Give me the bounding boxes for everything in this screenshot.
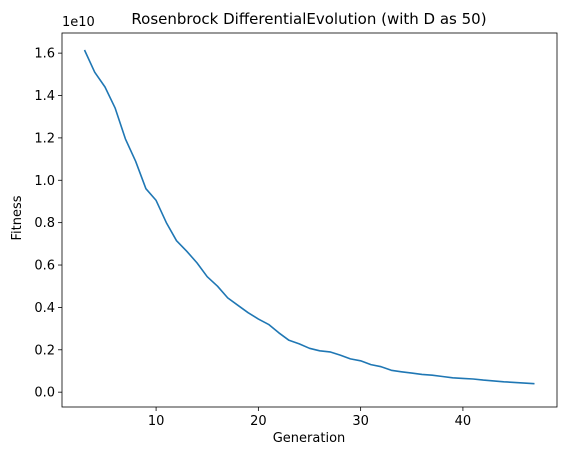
y-tick-label: 0.6 — [34, 259, 55, 274]
y-axis-label: Fitness — [10, 195, 25, 240]
axes-frame — [61, 32, 558, 408]
y-tick-label: 1.0 — [34, 174, 55, 189]
x-tick-label: 10 — [148, 414, 165, 429]
y-tick-label: 1.2 — [34, 131, 55, 146]
y-axis-offset-label: 1e10 — [62, 15, 95, 30]
series-line-0 — [83, 49, 535, 385]
y-tick-label: 1.6 — [34, 47, 55, 62]
x-tick-label: 20 — [250, 414, 267, 429]
y-tick-label: 0.4 — [34, 301, 55, 316]
y-tick-label: 0.0 — [34, 386, 55, 401]
y-tick-label: 0.8 — [34, 216, 55, 231]
x-tick-label: 40 — [455, 414, 472, 429]
y-tick-label: 0.2 — [34, 343, 55, 358]
y-tick-label: 1.4 — [34, 89, 55, 104]
x-tick-label: 30 — [352, 414, 369, 429]
chart-title: Rosenbrock DifferentialEvolution (with D… — [131, 10, 486, 28]
x-axis-label: Generation — [273, 431, 346, 446]
plot-area: 10 20 30 40 0.0 0.2 0.4 0.6 0.8 1.0 1.2 1.4 1.6 — [34, 32, 558, 429]
